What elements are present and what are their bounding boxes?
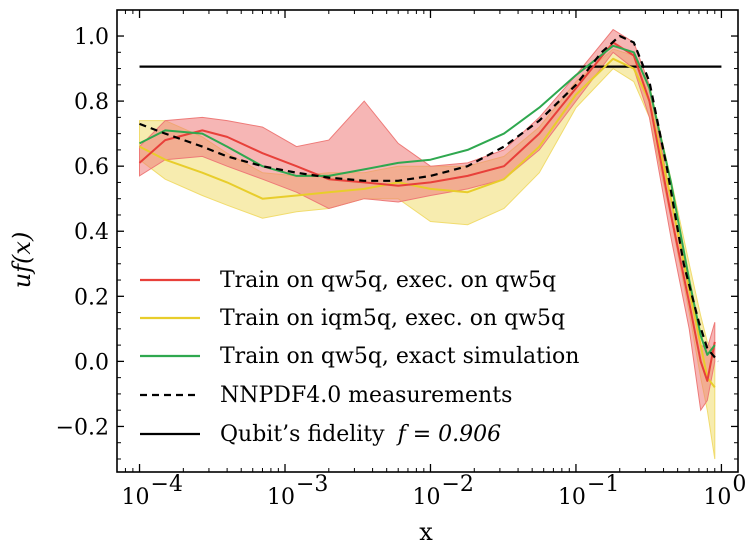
legend-label-green: Train on qw5q, exact simulation bbox=[220, 344, 579, 369]
x-tick-exponent-1: −3 bbox=[296, 472, 328, 497]
x-tick-exponent-3: −1 bbox=[587, 472, 619, 497]
legend-label-fidelity-text: Qubit’s fidelity bbox=[220, 422, 385, 447]
x-tick-label-0: 10 bbox=[122, 485, 150, 510]
x-tick-exponent-4: 0 bbox=[732, 472, 746, 497]
band-series-0 bbox=[139, 28, 716, 412]
ticks-layer: −0.20.00.20.40.60.81.010−410−310−210−110… bbox=[56, 10, 746, 510]
y-axis-label: uf(x) bbox=[8, 232, 36, 289]
line-series-0 bbox=[138, 41, 716, 382]
y-tick-label-6: 1.0 bbox=[74, 25, 109, 50]
x-axis-label: x bbox=[419, 518, 433, 546]
line-series-1 bbox=[139, 57, 716, 389]
x-tick-exponent-2: −2 bbox=[441, 472, 473, 497]
legend-label-fidelity: Qubit’s fidelity f = 0.906 bbox=[220, 422, 501, 447]
y-tick-label-4: 0.6 bbox=[74, 155, 109, 180]
line-series-2 bbox=[139, 44, 716, 356]
y-tick-label-5: 0.8 bbox=[74, 90, 109, 115]
x-tick-label-2: 10 bbox=[412, 485, 440, 510]
y-tick-label-2: 0.2 bbox=[74, 285, 109, 310]
x-tick-exponent-0: −4 bbox=[151, 472, 183, 497]
x-tick-label-4: 10 bbox=[703, 485, 731, 510]
plot-frame bbox=[116, 9, 739, 473]
legend-label-red: Train on qw5q, exec. on qw5q bbox=[220, 268, 556, 293]
series-layer bbox=[138, 28, 722, 460]
legend-label-fidelity-math: f = 0.906 bbox=[396, 422, 502, 447]
y-tick-label-0: −0.2 bbox=[56, 415, 109, 440]
legend: Train on qw5q, exec. on qw5q Train on iq… bbox=[140, 268, 579, 447]
y-tick-label-3: 0.4 bbox=[74, 220, 109, 245]
legend-label-nnpdf: NNPDF4.0 measurements bbox=[220, 383, 512, 408]
y-tick-label-1: 0.0 bbox=[74, 350, 109, 375]
x-tick-label-1: 10 bbox=[267, 485, 295, 510]
legend-label-yellow: Train on iqm5q, exec. on qw5q bbox=[220, 306, 565, 331]
x-tick-label-3: 10 bbox=[558, 485, 586, 510]
